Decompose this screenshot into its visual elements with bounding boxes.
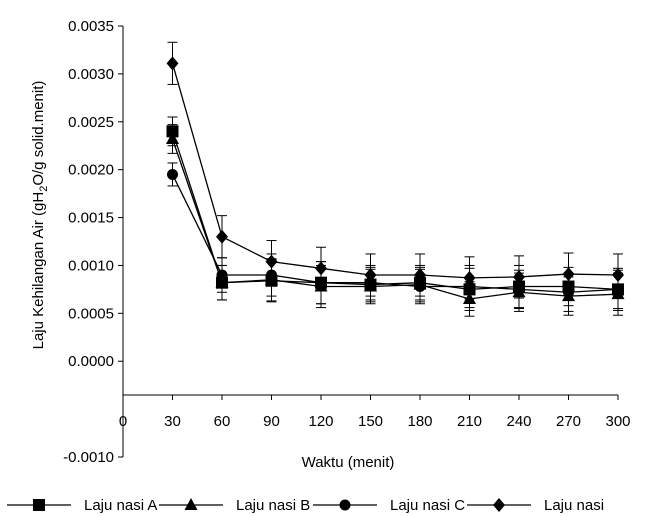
data-point: [166, 125, 179, 138]
series-markers: [166, 56, 625, 304]
x-tick-label: 240: [506, 413, 531, 430]
series-line-3: [171, 174, 619, 293]
y-tick-label: 0.0020: [68, 162, 114, 179]
data-point: [513, 269, 525, 284]
data-point: [166, 132, 179, 145]
x-tick-label: 60: [214, 413, 231, 430]
y-axis-title-part: Laju Kehilangan Air (gH: [30, 192, 47, 350]
data-point: [166, 56, 179, 71]
data-point: [365, 277, 376, 289]
data-point: [315, 277, 327, 289]
x-tick-label: 150: [358, 413, 383, 430]
data-point: [216, 269, 228, 281]
x-tick-label: 300: [605, 413, 630, 430]
x-tick-label: 210: [457, 413, 482, 430]
y-tick-label: 0.0015: [68, 210, 114, 227]
data-point: [265, 254, 278, 269]
data-point: [513, 283, 525, 295]
y-tick-label: -0.0010: [63, 449, 114, 466]
data-point: [364, 268, 377, 283]
legend-label: Laju nasi C: [390, 497, 465, 514]
legend-label: Laju nasi: [544, 497, 604, 514]
data-point: [463, 270, 476, 285]
x-tick-label: 30: [164, 413, 181, 430]
data-point: [215, 275, 229, 288]
series-lines: [171, 63, 619, 300]
data-point: [612, 268, 624, 283]
data-point: [414, 281, 426, 293]
data-point: [563, 286, 574, 298]
y-axis-ticks: -0.0010 0.0000 0.0005 0.0010 0.0015 0.0020 0.0…: [63, 18, 123, 466]
y-tick-label: 0.0005: [68, 305, 114, 322]
y-axis-title-subscript: 2: [38, 186, 50, 192]
data-point: [562, 267, 575, 282]
x-tick-label: 90: [263, 413, 280, 430]
series-line-4: [171, 63, 619, 279]
y-tick-label: 0.0030: [68, 66, 114, 83]
data-point: [414, 268, 426, 283]
legend-label: Laju nasi B: [236, 497, 310, 514]
x-tick-label: 270: [556, 413, 581, 430]
y-tick-label: 0.0000: [68, 353, 114, 370]
data-point: [315, 261, 327, 276]
y-axis-title-part: O/g solid.menit): [30, 81, 47, 186]
data-point: [463, 291, 476, 304]
legend: Laju nasi A Laju nasi B Laju nasi C Laju na…: [7, 497, 604, 514]
legend-label: Laju nasi A: [84, 497, 157, 514]
data-point: [167, 168, 178, 180]
legend-marker: [493, 498, 505, 512]
series-line-1: [171, 131, 619, 291]
x-axis-title: Waktu (menit): [302, 454, 395, 471]
y-tick-label: 0.0035: [68, 18, 114, 35]
series-line-2: [171, 138, 619, 300]
y-axis-title: Laju Kehilangan Air (gH2O/g solid.menit): [30, 81, 50, 350]
data-point: [464, 281, 475, 293]
legend-marker: [339, 499, 351, 511]
data-point: [216, 229, 228, 244]
data-point: [612, 283, 624, 295]
legend-marker: [184, 498, 198, 510]
x-axis-ticks: 0 30 60 90 120 150 180 210 240 270 300: [119, 395, 631, 430]
data-point: [266, 269, 277, 281]
x-tick-label: 180: [407, 413, 432, 430]
y-tick-label: 0.0025: [68, 114, 114, 131]
legend-marker: [33, 499, 45, 511]
x-tick-label: 120: [308, 413, 333, 430]
y-tick-label: 0.0010: [68, 257, 114, 274]
